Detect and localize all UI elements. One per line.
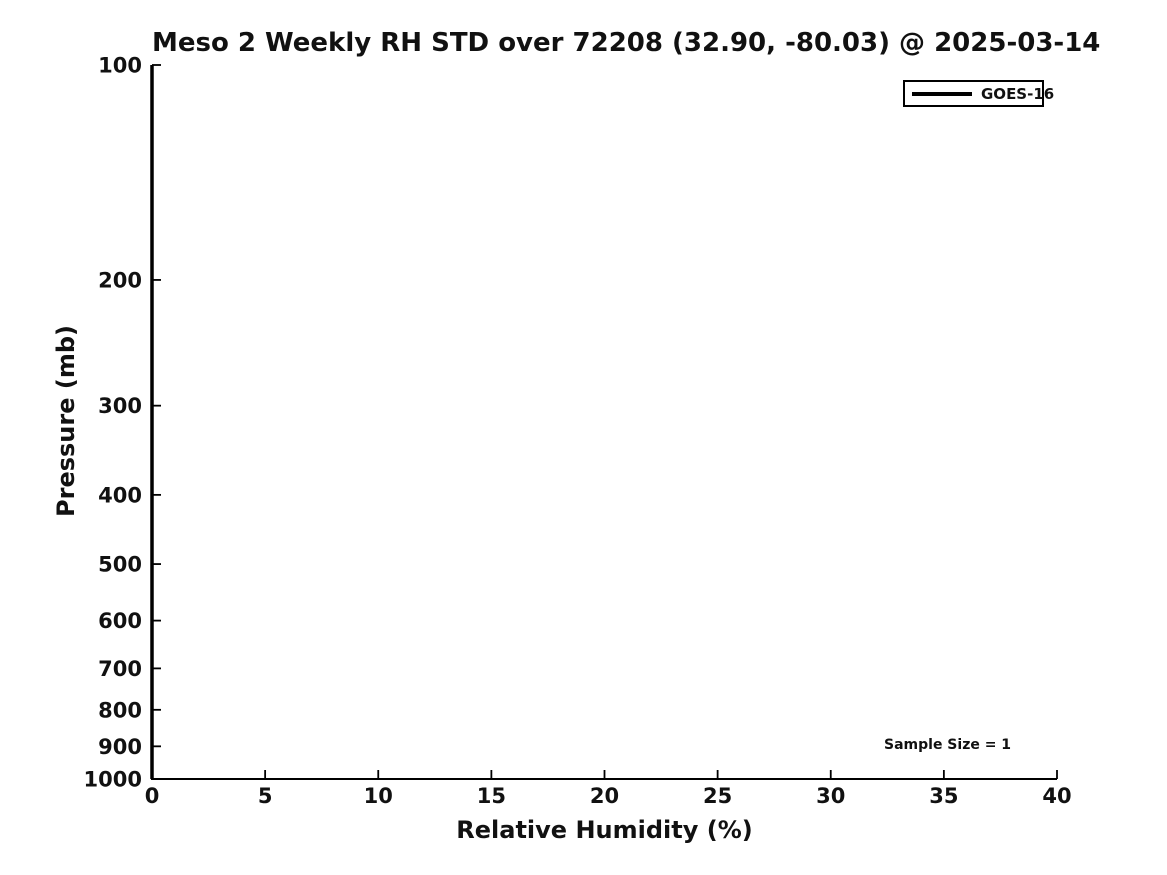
y-tick-label: 300 <box>98 394 142 418</box>
y-tick-label: 500 <box>98 553 142 577</box>
y-tick-label: 100 <box>98 54 142 78</box>
y-tick-label: 800 <box>98 698 142 722</box>
x-tick-label: 5 <box>258 784 273 808</box>
legend: GOES-16 <box>903 80 1054 107</box>
y-tick-label: 900 <box>98 735 142 759</box>
x-tick-label: 15 <box>477 784 506 808</box>
legend-line-icon <box>912 91 972 96</box>
x-tick-label: 10 <box>364 784 393 808</box>
x-tick-label: 35 <box>929 784 958 808</box>
y-tick-label: 600 <box>98 609 142 633</box>
x-tick-label: 25 <box>703 784 732 808</box>
x-tick-label: 30 <box>816 784 845 808</box>
y-tick-label: 1000 <box>84 768 142 792</box>
legend-label: GOES-16 <box>981 84 1055 103</box>
sample-size-annotation: Sample Size = 1 <box>884 737 1012 753</box>
chart-title: Meso 2 Weekly RH STD over 72208 (32.90, … <box>152 28 1101 58</box>
y-tick-label: 200 <box>98 268 142 292</box>
y-tick-label: 700 <box>98 657 142 681</box>
x-axis-label: Relative Humidity (%) <box>456 816 753 844</box>
x-tick-label: 20 <box>590 784 619 808</box>
x-tick-label: 40 <box>1042 784 1071 808</box>
y-tick-label: 400 <box>98 483 142 507</box>
x-tick-label: 0 <box>145 784 160 808</box>
